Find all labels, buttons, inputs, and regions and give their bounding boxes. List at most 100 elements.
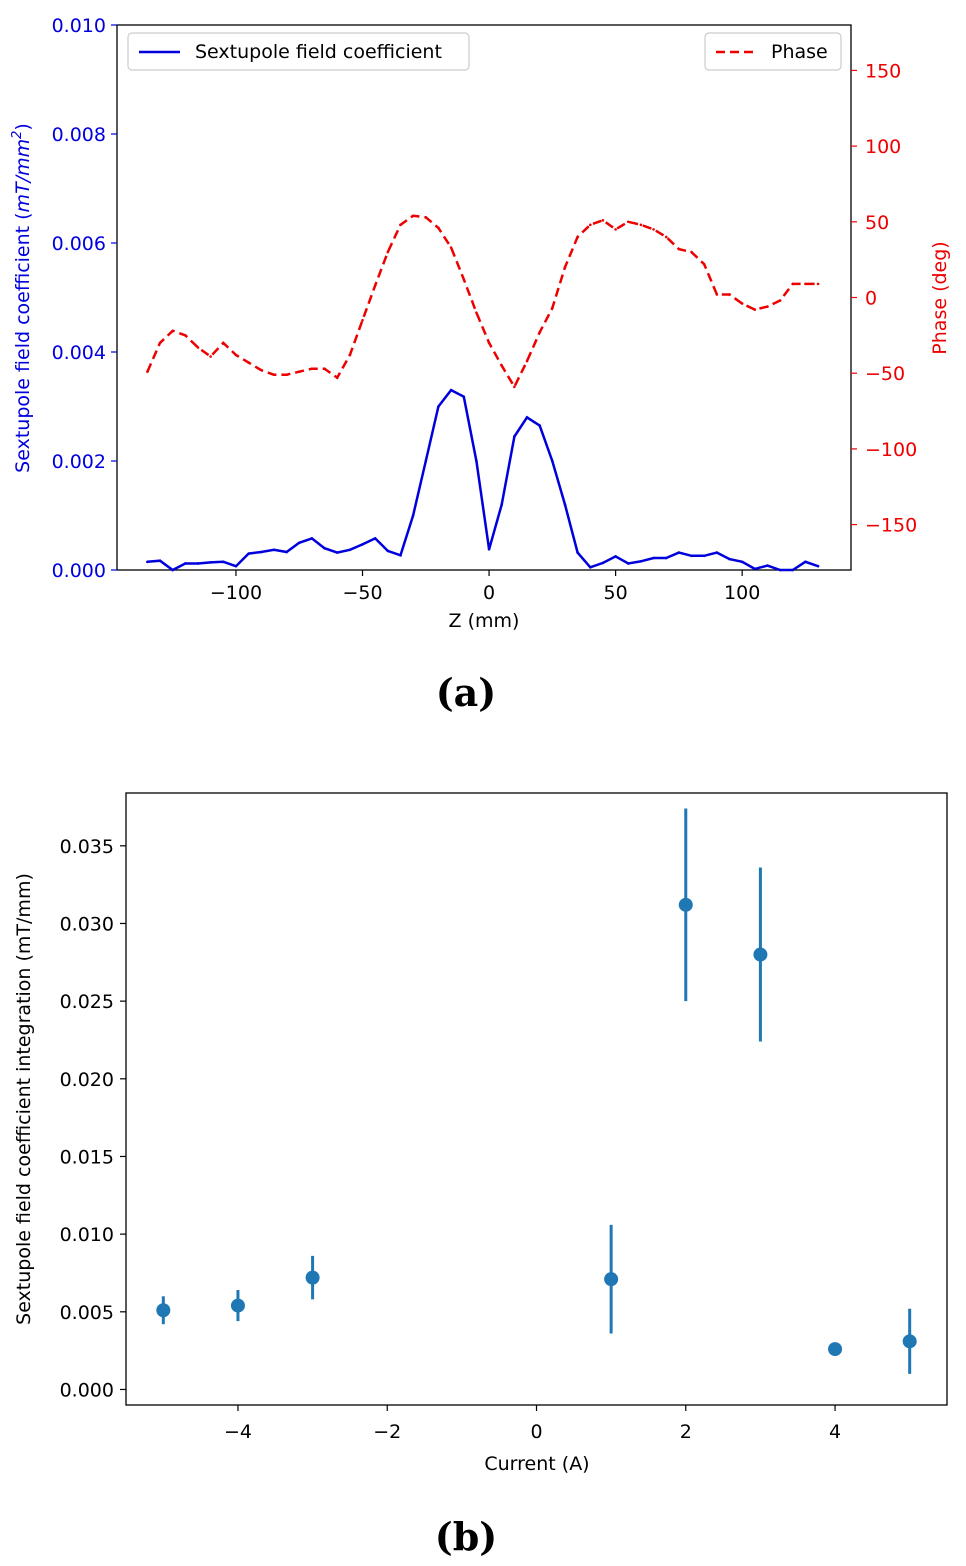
coefficient-data-point	[184, 562, 187, 565]
coefficient-data-point	[551, 459, 554, 463]
coefficient-data-point	[525, 416, 529, 419]
data-point	[828, 1342, 843, 1357]
phase-data-point	[449, 246, 453, 249]
phase-data-point	[373, 284, 377, 287]
data-point	[678, 897, 693, 912]
coefficient-data-point	[247, 552, 250, 555]
coefficient-data-point	[626, 562, 630, 565]
panel-a-right-y-tick-label: 0	[865, 288, 877, 310]
coefficient-data-point	[804, 560, 807, 564]
coefficient-data-point	[664, 556, 668, 560]
phase-data-point	[715, 293, 719, 296]
coefficient-data-point	[690, 554, 693, 558]
panel-a-left-y-tick-label: 0.010	[52, 15, 106, 37]
panel-b-x-tick-label: 0	[530, 1421, 542, 1443]
phase-data-point	[361, 318, 364, 322]
coefficient-data-point	[576, 551, 579, 554]
phase-data-point	[259, 368, 263, 372]
legend-phase-label: Phase	[771, 41, 828, 63]
phase-data-point	[551, 306, 554, 310]
coefficient-data-point	[766, 564, 769, 567]
coefficient-data-point	[740, 560, 744, 564]
phase-data-point	[462, 278, 466, 281]
phase-data-point	[677, 247, 681, 251]
phase-data-point	[272, 373, 276, 377]
phase-data-point	[614, 228, 617, 231]
phase-data-point	[399, 223, 402, 227]
coefficient-data-point	[614, 555, 617, 558]
panel-a-left-y-axis-label: Sextupole field coefficient (mT/mm2)	[10, 123, 34, 473]
data-point	[156, 1303, 171, 1318]
phase-data-point	[816, 282, 820, 286]
legend-left: Sextupole field coefficient	[127, 32, 470, 71]
panel-a-right-y-tick-label: −50	[865, 363, 905, 385]
panel-a-right-y-tick-label: −150	[865, 515, 917, 537]
phase-data-point	[766, 305, 769, 308]
coefficient-data-point	[462, 395, 466, 398]
phase-data-point	[525, 359, 529, 363]
coefficient-data-point	[323, 546, 326, 550]
panel-a-left-y-tick-label: 0.006	[52, 233, 106, 255]
coefficient-data-point	[310, 537, 314, 540]
coefficient-data-point	[475, 459, 478, 463]
phase-data-point	[778, 299, 782, 302]
panel-b-x-tick-label: −4	[224, 1421, 252, 1443]
panel-a-plot-frame	[116, 24, 852, 571]
panel-b-plot-frame	[125, 792, 948, 1406]
coefficient-data-point	[285, 550, 288, 554]
coefficient-data-point	[816, 564, 820, 568]
phase-data-point	[690, 250, 693, 254]
panel-b-x-tick-label: 4	[829, 1421, 841, 1443]
coefficient-data-point	[361, 543, 364, 546]
coefficient-data-point	[563, 503, 567, 506]
data-point	[902, 1334, 917, 1349]
phase-data-point	[222, 341, 225, 345]
phase-data-point	[424, 215, 428, 219]
phase-data-point	[297, 370, 301, 373]
coefficient-data-point	[677, 551, 681, 554]
coefficient-data-point	[297, 541, 301, 545]
coefficient-data-point	[386, 549, 390, 553]
coefficient-data-point	[146, 560, 149, 564]
phase-data-point	[513, 385, 516, 389]
phase-data-point	[310, 367, 314, 370]
phase-data-point	[500, 364, 504, 367]
phase-data-point	[146, 370, 149, 373]
coefficient-data-point	[222, 560, 225, 564]
phase-data-point	[626, 220, 630, 224]
phase-data-point	[589, 223, 592, 227]
panel-b-y-tick-label: 0.010	[60, 1224, 114, 1246]
coefficient-data-point	[487, 547, 491, 551]
phase-data-point	[184, 334, 187, 337]
coefficient-data-point	[348, 548, 352, 552]
phase-data-point	[576, 235, 579, 239]
panel-a-caption: (a)	[436, 670, 497, 715]
panel-b-caption: (b)	[435, 1514, 498, 1559]
legend-right: Phase	[704, 32, 842, 71]
panel-a-right-y-tick-label: 150	[865, 60, 901, 82]
coefficient-data-point	[778, 568, 782, 572]
data-point	[305, 1270, 320, 1285]
phase-data-point	[639, 223, 643, 227]
panel-a-x-tick-label: 0	[483, 582, 495, 604]
panel-a-x-tick-label: 100	[724, 582, 760, 604]
data-point	[604, 1272, 619, 1287]
coefficient-data-point	[234, 564, 238, 568]
phase-data-point	[475, 311, 478, 314]
coefficient-data-point	[424, 459, 428, 463]
panel-a-left-y-tick-label: 0.002	[52, 451, 106, 473]
panel-a-right-y-axis-label: Phase (deg)	[929, 241, 951, 354]
coefficient-data-point	[652, 556, 655, 560]
coefficient-data-point	[753, 567, 757, 571]
panel-a-chart: −100 −50 0 50 100 0.000 0.002 0.004 0.006 0.008 0…	[10, 15, 951, 715]
phase-data-point	[285, 373, 288, 377]
phase-data-point	[753, 308, 757, 311]
phase-series-line	[146, 214, 819, 390]
phase-data-point	[487, 341, 491, 345]
panel-a-right-y-tick-label: 100	[865, 136, 901, 158]
phase-data-point	[664, 235, 668, 239]
phase-data-point	[209, 355, 212, 358]
panel-a-x-tick-label: 50	[604, 582, 628, 604]
panel-b-y-tick-label: 0.000	[60, 1379, 114, 1401]
